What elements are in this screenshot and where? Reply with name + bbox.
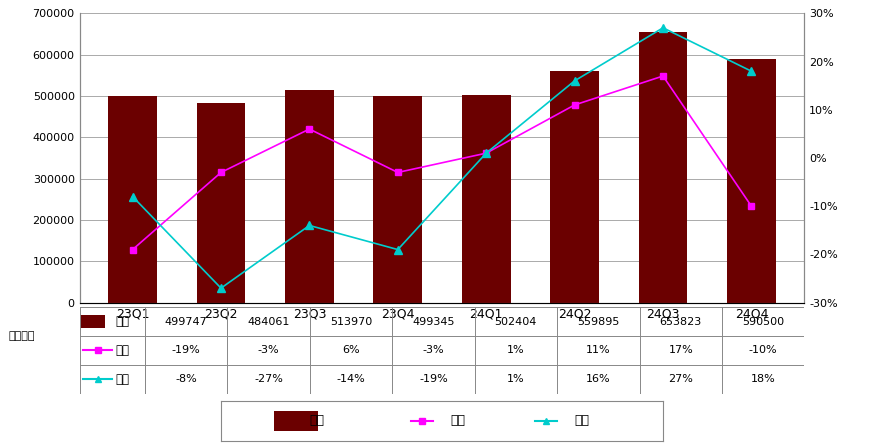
Text: 484061: 484061 (248, 316, 290, 327)
Text: -19%: -19% (171, 345, 201, 356)
Bar (551, 71, 599, 303)
Text: -19%: -19% (419, 374, 448, 384)
Text: -10%: -10% (749, 345, 778, 356)
Text: 18%: 18% (751, 374, 775, 384)
Text: 17%: 17% (668, 345, 693, 356)
Text: 1%: 1% (507, 345, 525, 356)
Bar (462, 95, 511, 303)
Text: 6%: 6% (342, 345, 360, 356)
Text: （万元）: （万元） (9, 331, 35, 341)
Bar (728, 59, 776, 303)
Bar (374, 96, 423, 303)
Bar (639, 32, 688, 303)
Text: 11%: 11% (586, 345, 611, 356)
Text: -27%: -27% (254, 374, 283, 384)
Text: 653823: 653823 (659, 316, 702, 327)
Text: 同比: 同比 (575, 414, 590, 427)
Text: 收入: 收入 (309, 414, 324, 427)
Bar (286, 90, 334, 303)
Bar (109, 96, 157, 303)
Text: 环比: 环比 (451, 414, 466, 427)
Text: 499345: 499345 (412, 316, 454, 327)
Text: 收入: 收入 (116, 315, 130, 328)
Text: 499747: 499747 (164, 316, 208, 327)
FancyBboxPatch shape (274, 410, 318, 431)
Text: -14%: -14% (337, 374, 365, 384)
Text: 同比: 同比 (116, 373, 130, 386)
Text: 16%: 16% (586, 374, 611, 384)
Text: -8%: -8% (175, 374, 197, 384)
Text: -3%: -3% (423, 345, 444, 356)
Text: 环比: 环比 (116, 344, 130, 357)
FancyBboxPatch shape (72, 315, 105, 328)
Text: 590500: 590500 (743, 316, 784, 327)
Text: 502404: 502404 (495, 316, 537, 327)
Text: 1%: 1% (507, 374, 525, 384)
Text: 559895: 559895 (577, 316, 620, 327)
Text: -3%: -3% (257, 345, 279, 356)
Text: 27%: 27% (668, 374, 693, 384)
Text: 513970: 513970 (330, 316, 372, 327)
Bar (197, 103, 246, 303)
